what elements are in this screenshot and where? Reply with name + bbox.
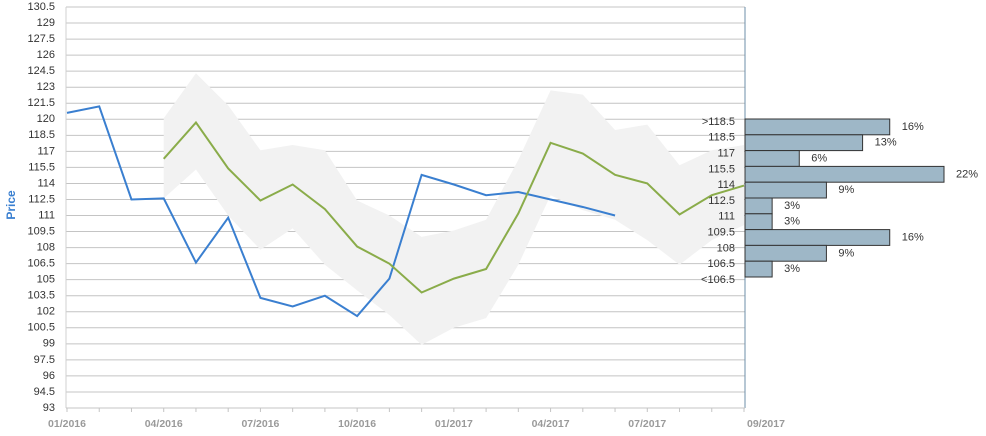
y-tick-label: 121.5 [27, 97, 55, 109]
y-tick-label: 118.5 [28, 129, 55, 141]
y-tick-label: 93 [43, 402, 55, 414]
value-label: 3% [784, 263, 800, 275]
y-tick-label: 120 [37, 113, 55, 125]
series-line [66, 105, 616, 318]
y-tick-label: 109.5 [27, 225, 55, 237]
bar [744, 134, 864, 152]
x-tick-label: 07/2016 [241, 418, 279, 430]
bin-label: 108 [717, 242, 735, 254]
bar [744, 165, 945, 183]
y-tick-label: 105 [37, 274, 55, 286]
y-tick-label: 96 [43, 370, 55, 382]
y-tick-label: 94.5 [34, 386, 55, 398]
y-tick-label: 129 [37, 17, 55, 29]
value-label: 3% [784, 216, 800, 228]
bar [744, 229, 891, 246]
bar [744, 244, 827, 262]
value-label: 9% [838, 247, 854, 259]
y-tick-label: 115.5 [28, 161, 55, 173]
value-label: 16% [902, 232, 924, 244]
y-tick-label: 102 [37, 306, 55, 318]
bin-label: 106.5 [707, 258, 735, 270]
series-line [162, 120, 745, 294]
y-tick-label: 126 [37, 49, 55, 61]
y-tick-label: 100.5 [27, 322, 55, 334]
y-tick-label: 99 [43, 338, 55, 350]
x-tick-label: 07/2017 [628, 418, 666, 430]
bar [744, 181, 827, 199]
bin-label: 109.5 [707, 227, 735, 239]
value-label: 22% [956, 168, 978, 180]
y-tick-label: 123 [37, 81, 55, 93]
bin-label: 115.5 [708, 163, 735, 175]
y-tick-label: 112.5 [28, 193, 55, 205]
value-label: 16% [902, 121, 924, 133]
y-tick-label: 108 [37, 242, 55, 254]
x-tick-label: 10/2016 [338, 418, 376, 430]
bin-label: 118.5 [708, 132, 735, 144]
y-tick-label: 106.5 [27, 258, 55, 270]
bar [744, 197, 773, 215]
bar [744, 150, 800, 167]
confidence-band [163, 73, 744, 345]
y-tick-label: 130.5 [27, 1, 55, 13]
y-tick-label: 97.5 [34, 354, 55, 366]
bin-label: 117 [717, 148, 735, 160]
y-tick-label: 103.5 [27, 290, 55, 302]
x-tick-label: 01/2017 [435, 418, 473, 430]
bin-label: 114 [717, 179, 735, 191]
y-tick-label: 111 [38, 209, 55, 221]
bar [744, 260, 773, 278]
value-label: 9% [838, 184, 854, 196]
y-tick-label: 127.5 [27, 33, 55, 45]
bin-label: 112.5 [708, 195, 735, 207]
bin-label: 111 [718, 211, 735, 223]
x-tick-label: 04/2016 [145, 418, 183, 430]
value-label: 6% [811, 153, 827, 165]
x-tick-label: 04/2017 [532, 418, 570, 430]
y-tick-label: 124.5 [27, 65, 55, 77]
y-axis-title: Price [4, 190, 18, 220]
value-label: 13% [875, 137, 897, 149]
bar [744, 118, 891, 136]
x-tick-label: 01/2016 [48, 418, 86, 430]
x-tick-label: 09/2017 [747, 418, 785, 430]
y-tick-label: 117 [37, 145, 55, 157]
y-tick-label: 114 [37, 177, 55, 189]
bar [744, 213, 773, 231]
bin-label: <106.5 [701, 274, 735, 286]
bin-label: >118.5 [702, 116, 735, 128]
value-label: 3% [784, 200, 800, 212]
